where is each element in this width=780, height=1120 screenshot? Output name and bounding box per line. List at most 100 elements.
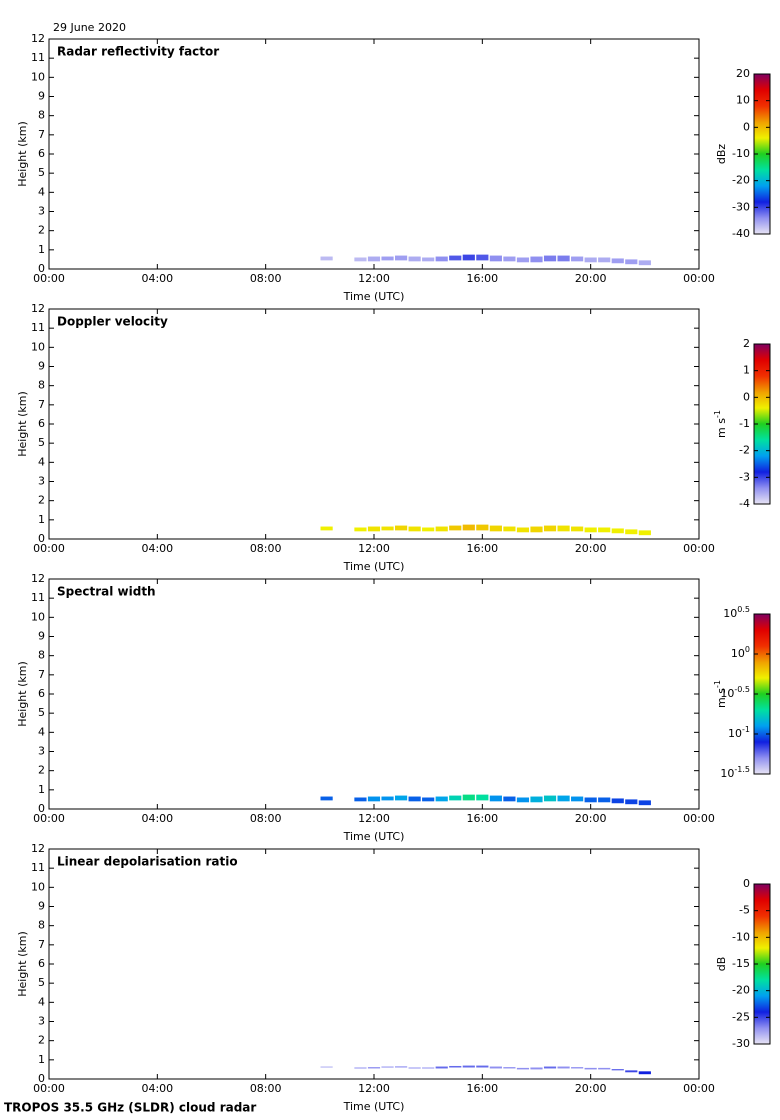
y-tick-label: 4 <box>38 455 45 468</box>
x-tick-label: 08:00 <box>250 812 282 825</box>
x-tick-label: 00:00 <box>33 272 65 285</box>
echo-cell <box>516 797 530 803</box>
echo-cell <box>611 258 624 264</box>
y-tick-label: 3 <box>38 475 45 488</box>
echo-cell <box>489 255 502 262</box>
echo-cell <box>543 525 557 532</box>
echo-cell <box>543 795 557 802</box>
y-tick-label: 5 <box>38 976 45 989</box>
y-tick-label: 12 <box>31 302 45 315</box>
echo-cell <box>489 525 502 532</box>
colorbar-tick-label: 0 <box>743 390 750 403</box>
y-tick-label: 4 <box>38 995 45 1008</box>
echo-cell <box>408 526 421 532</box>
x-axis-label: Time (UTC) <box>343 830 405 843</box>
echo-cell <box>422 257 435 262</box>
x-tick-label: 16:00 <box>466 812 498 825</box>
x-tick-label: 04:00 <box>141 272 173 285</box>
x-tick-label: 12:00 <box>358 1082 390 1095</box>
y-tick-label: 9 <box>38 360 45 373</box>
x-tick-label: 16:00 <box>466 542 498 555</box>
tick-exponent: -1.5 <box>734 765 750 774</box>
colorbar-label: m s-1 <box>713 410 729 438</box>
colorbar-label: dBz <box>715 144 728 165</box>
echo-cell <box>598 527 611 533</box>
x-tick-label: 20:00 <box>575 1082 607 1095</box>
y-tick-label: 11 <box>31 591 45 604</box>
y-tick-label: 12 <box>31 842 45 855</box>
echo-cell <box>638 800 651 806</box>
panel-title: Radar reflectivity factor <box>57 45 219 59</box>
echo-cell <box>435 526 448 532</box>
echo-cell <box>557 525 570 532</box>
echo-cell <box>367 1067 381 1069</box>
echo-cell <box>422 1067 435 1069</box>
echo-cell <box>584 1067 597 1070</box>
y-tick-label: 9 <box>38 90 45 103</box>
y-tick-label: 4 <box>38 725 45 738</box>
tick-base: 10 <box>723 607 737 620</box>
y-tick-label: 3 <box>38 205 45 218</box>
echo-cell <box>462 794 475 801</box>
x-axis-label: Time (UTC) <box>343 1100 405 1113</box>
colorbar-label: m s-1 <box>713 680 729 708</box>
echo-cell <box>516 527 530 533</box>
y-tick-label: 8 <box>38 919 45 932</box>
x-tick-label: 08:00 <box>250 1082 282 1095</box>
echo-cell <box>598 797 611 803</box>
echo-cell <box>530 256 543 263</box>
echo-cell <box>625 799 638 805</box>
echo-cell <box>516 257 530 263</box>
echo-cell <box>625 529 638 535</box>
x-tick-label: 04:00 <box>141 1082 173 1095</box>
echo-cell <box>516 1067 530 1070</box>
footer: TROPOS 35.5 GHz (SLDR) cloud radar <box>4 1101 256 1115</box>
colorbar-tick-label: -5 <box>739 904 750 917</box>
colorbar-tick-label: -4 <box>739 497 750 510</box>
echo-cell <box>611 1069 624 1071</box>
y-tick-label: 8 <box>38 649 45 662</box>
x-axis-label: Time (UTC) <box>343 290 405 303</box>
colorbar-tick-label: -2 <box>739 444 750 457</box>
colorbar-tick-label: 2 <box>743 337 750 350</box>
echo-cell <box>571 526 584 532</box>
y-tick-label: 10 <box>31 880 45 893</box>
y-tick-label: 10 <box>31 70 45 83</box>
y-tick-label: 0 <box>38 262 45 275</box>
colorbar-tick-label: 1 <box>743 364 750 377</box>
echo-cell <box>449 795 462 801</box>
echo-cell <box>476 1065 489 1068</box>
x-tick-label: 00:00 <box>33 542 65 555</box>
y-tick-label: 2 <box>38 224 45 237</box>
echo-cell <box>394 795 408 801</box>
x-tick-label: 00:00 <box>683 272 715 285</box>
echo-cell <box>530 526 543 533</box>
echo-cell <box>462 1065 475 1068</box>
echo-cell <box>476 524 489 531</box>
colorbar-tick-label: -40 <box>732 227 750 240</box>
echo-cell <box>503 796 516 802</box>
echo-cell <box>489 795 502 802</box>
x-tick-label: 00:00 <box>683 812 715 825</box>
echo-cell <box>394 525 408 531</box>
colorbar-tick-label: -20 <box>732 174 750 187</box>
echo-cell <box>422 797 435 802</box>
y-tick-label: 2 <box>38 764 45 777</box>
unit-exponent: -1 <box>713 410 722 418</box>
x-tick-label: 20:00 <box>575 812 607 825</box>
tick-exponent: 0.5 <box>737 605 750 614</box>
echo-cell <box>611 798 624 804</box>
y-axis-label: Height (km) <box>16 931 29 997</box>
echo-cell <box>530 1067 543 1070</box>
x-tick-label: 04:00 <box>141 542 173 555</box>
tick-base: 10 <box>720 687 734 700</box>
y-tick-label: 9 <box>38 630 45 643</box>
echo-cell <box>408 1067 421 1069</box>
colorbar-label: dB <box>715 957 728 972</box>
date-header: 29 June 2020 <box>53 21 126 34</box>
tick-exponent: 0 <box>745 644 750 653</box>
echo-cell <box>625 1070 638 1073</box>
x-tick-label: 04:00 <box>141 812 173 825</box>
y-tick-label: 11 <box>31 51 45 64</box>
